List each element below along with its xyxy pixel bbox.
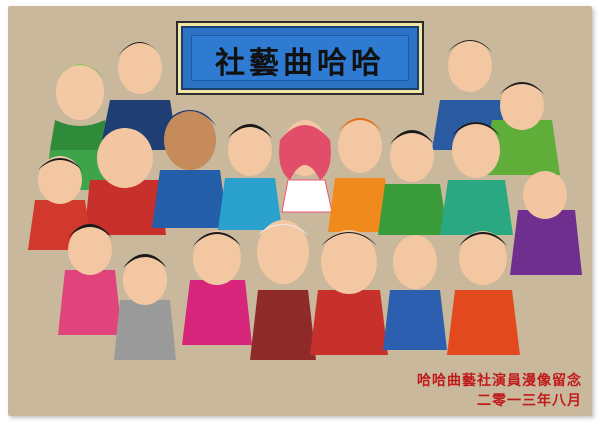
figure-pink-woman	[279, 120, 333, 213]
caption-line-1: 哈哈曲藝社演員漫像留念	[417, 373, 582, 389]
figure-red-bald	[84, 128, 166, 235]
figure-orange	[328, 118, 392, 232]
figure-green-mid	[378, 130, 448, 235]
caption-line-2: 二零一三年八月	[477, 393, 582, 409]
title-plaque: 社藝曲哈哈	[181, 26, 419, 90]
figure-teal-glasses	[440, 122, 513, 235]
figure-purple-right	[510, 171, 582, 275]
plaque-title: 社藝曲哈哈	[215, 46, 385, 81]
figure-front-blue	[383, 235, 447, 350]
figure-blue-afro	[152, 110, 228, 228]
figure-front-magenta	[182, 231, 252, 345]
plaque-inner	[191, 35, 409, 81]
figure-cyan	[218, 124, 282, 230]
figure-green-right	[484, 82, 560, 175]
figure-front-red-glasses	[310, 230, 388, 355]
figure-front-pink	[58, 224, 122, 335]
figure-front-orange-fan	[447, 231, 520, 355]
figure-front-elder	[250, 220, 316, 360]
figure-front-gray	[114, 254, 176, 360]
